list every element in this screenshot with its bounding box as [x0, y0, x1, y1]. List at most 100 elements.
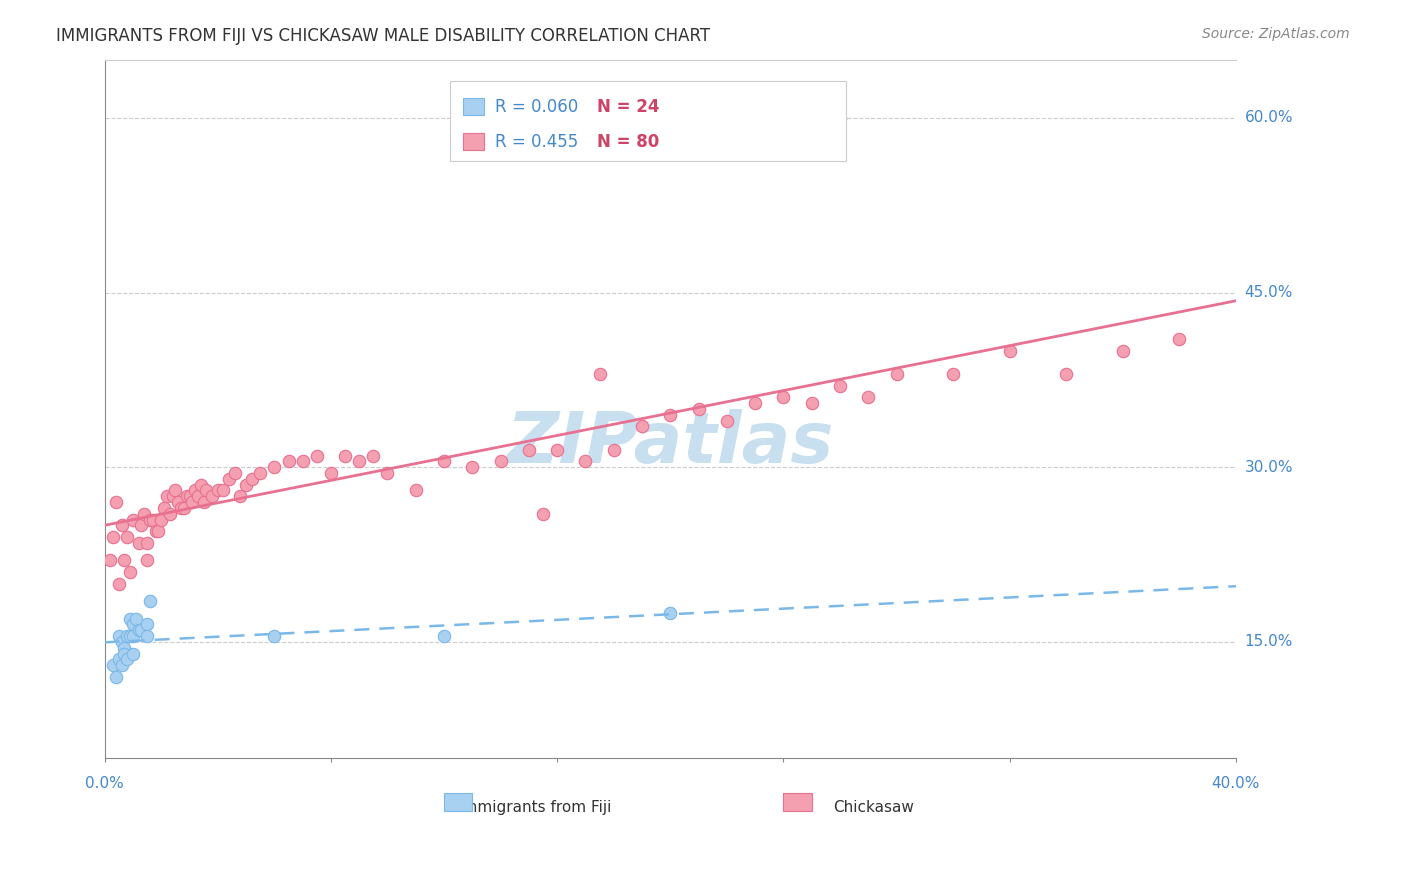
- Text: R = 0.060: R = 0.060: [495, 98, 578, 116]
- Point: [195, 483, 218, 498]
- Point: [156, 489, 179, 503]
- Point: [148, 524, 170, 539]
- Point: [136, 629, 159, 643]
- Point: [212, 483, 235, 498]
- Point: [190, 477, 212, 491]
- Point: [886, 367, 908, 381]
- Point: [659, 606, 682, 620]
- Point: [179, 489, 201, 503]
- Point: [347, 454, 370, 468]
- Point: [101, 530, 124, 544]
- Point: [117, 530, 139, 544]
- Point: [108, 652, 131, 666]
- Point: [363, 449, 385, 463]
- Point: [291, 454, 314, 468]
- Point: [193, 495, 215, 509]
- Point: [489, 454, 512, 468]
- FancyBboxPatch shape: [463, 133, 484, 151]
- Point: [122, 647, 145, 661]
- Point: [122, 629, 145, 643]
- Point: [167, 495, 190, 509]
- Point: [131, 518, 153, 533]
- FancyBboxPatch shape: [783, 793, 811, 811]
- Point: [240, 472, 263, 486]
- Point: [603, 442, 626, 457]
- Point: [333, 449, 356, 463]
- Text: 30.0%: 30.0%: [1244, 459, 1294, 475]
- Point: [263, 460, 285, 475]
- Text: 0.0%: 0.0%: [86, 776, 124, 791]
- Point: [1168, 332, 1191, 346]
- Text: Source: ZipAtlas.com: Source: ZipAtlas.com: [1202, 27, 1350, 41]
- Point: [998, 343, 1021, 358]
- Point: [114, 553, 136, 567]
- Point: [224, 466, 246, 480]
- Text: Chickasaw: Chickasaw: [834, 800, 914, 815]
- Point: [108, 629, 131, 643]
- Point: [1112, 343, 1135, 358]
- Point: [173, 500, 195, 515]
- Text: 15.0%: 15.0%: [1244, 634, 1292, 649]
- Text: IMMIGRANTS FROM FIJI VS CHICKASAW MALE DISABILITY CORRELATION CHART: IMMIGRANTS FROM FIJI VS CHICKASAW MALE D…: [56, 27, 710, 45]
- Point: [858, 390, 880, 404]
- Point: [433, 454, 456, 468]
- Point: [145, 524, 167, 539]
- Point: [142, 513, 165, 527]
- Point: [153, 500, 176, 515]
- Point: [187, 489, 209, 503]
- Point: [104, 495, 127, 509]
- Point: [1054, 367, 1077, 381]
- Point: [101, 658, 124, 673]
- Point: [277, 454, 299, 468]
- Point: [128, 624, 150, 638]
- Point: [114, 647, 136, 661]
- Point: [111, 658, 134, 673]
- Point: [120, 611, 142, 625]
- Text: ZIPatlas: ZIPatlas: [506, 409, 834, 478]
- Point: [659, 408, 682, 422]
- Point: [125, 611, 148, 625]
- Point: [319, 466, 342, 480]
- FancyBboxPatch shape: [444, 793, 472, 811]
- Point: [98, 553, 121, 567]
- Point: [828, 378, 851, 392]
- Point: [631, 419, 654, 434]
- Point: [229, 489, 252, 503]
- Point: [159, 507, 181, 521]
- Text: 60.0%: 60.0%: [1244, 111, 1294, 126]
- Point: [176, 489, 198, 503]
- Point: [165, 483, 187, 498]
- Point: [377, 466, 399, 480]
- FancyBboxPatch shape: [463, 98, 484, 115]
- Point: [108, 576, 131, 591]
- Point: [207, 483, 229, 498]
- Text: 40.0%: 40.0%: [1212, 776, 1260, 791]
- Text: Immigrants from Fiji: Immigrants from Fiji: [458, 800, 612, 815]
- Point: [461, 460, 484, 475]
- Point: [111, 518, 134, 533]
- Point: [588, 367, 610, 381]
- Point: [139, 513, 162, 527]
- Point: [111, 635, 134, 649]
- Text: R = 0.455: R = 0.455: [495, 133, 578, 151]
- Point: [942, 367, 965, 381]
- Point: [249, 466, 271, 480]
- Text: N = 80: N = 80: [596, 133, 659, 151]
- Point: [150, 513, 173, 527]
- Point: [546, 442, 568, 457]
- FancyBboxPatch shape: [450, 80, 845, 161]
- Point: [131, 624, 153, 638]
- Point: [263, 629, 285, 643]
- Point: [184, 483, 207, 498]
- Point: [828, 111, 851, 125]
- Point: [104, 670, 127, 684]
- Point: [136, 553, 159, 567]
- Point: [181, 495, 204, 509]
- Point: [122, 617, 145, 632]
- Point: [136, 536, 159, 550]
- Point: [433, 629, 456, 643]
- Point: [117, 652, 139, 666]
- Point: [305, 449, 328, 463]
- Point: [688, 401, 710, 416]
- Text: N = 24: N = 24: [596, 98, 659, 116]
